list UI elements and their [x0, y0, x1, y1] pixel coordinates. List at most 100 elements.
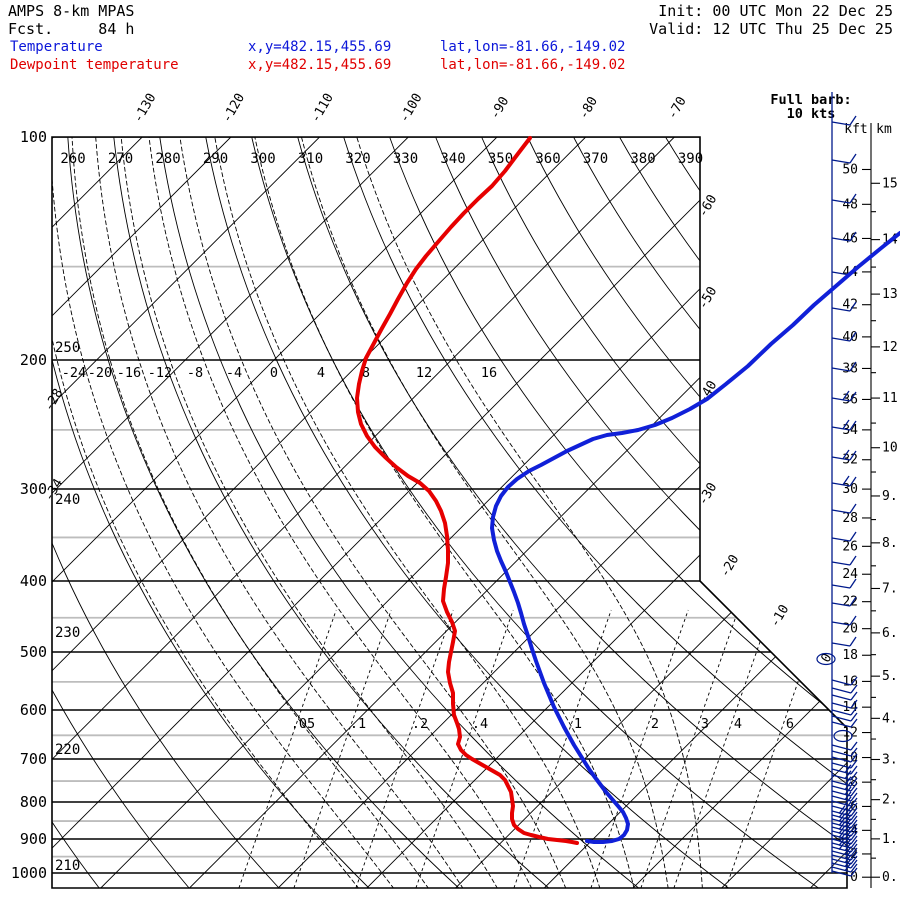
- svg-text:100: 100: [20, 128, 47, 146]
- svg-text:0: 0: [850, 870, 858, 885]
- valid-time: Valid: 12 UTC Thu 25 Dec 25: [649, 20, 893, 38]
- svg-text:800: 800: [20, 793, 47, 811]
- model-title: AMPS 8-km MPAS: [8, 2, 135, 20]
- svg-text:16: 16: [842, 674, 858, 689]
- svg-text:42: 42: [842, 298, 858, 313]
- svg-text:.2: .2: [412, 716, 428, 732]
- svg-text:4.: 4.: [882, 711, 898, 726]
- forecast-hour: Fcst. 84 h: [8, 20, 135, 38]
- svg-text:350: 350: [488, 151, 513, 167]
- svg-text:-10: -10: [768, 602, 793, 630]
- svg-text:20: 20: [842, 622, 858, 637]
- svg-text:-120: -120: [220, 91, 249, 126]
- svg-text:4: 4: [734, 716, 742, 732]
- svg-text:2: 2: [651, 716, 659, 732]
- svg-text:15.: 15.: [882, 176, 900, 191]
- svg-text:kft: kft: [844, 122, 867, 137]
- svg-text:240: 240: [55, 492, 80, 508]
- svg-text:2: 2: [850, 847, 858, 862]
- svg-text:1.: 1.: [882, 832, 898, 847]
- plot-frame: [51, 136, 848, 889]
- svg-text:48: 48: [842, 197, 858, 212]
- svg-text:10.: 10.: [882, 441, 900, 456]
- svg-text:-100: -100: [397, 91, 426, 126]
- svg-text:.05: .05: [291, 716, 315, 732]
- svg-text:600: 600: [20, 701, 47, 719]
- svg-text:4: 4: [317, 365, 325, 381]
- svg-text:24: 24: [842, 567, 858, 582]
- svg-text:3.: 3.: [882, 752, 898, 767]
- svg-text:340: 340: [440, 151, 465, 167]
- svg-text:-80: -80: [576, 94, 601, 122]
- background-grid: [52, 137, 847, 888]
- svg-text:0: 0: [270, 365, 278, 381]
- init-time: Init: 00 UTC Mon 22 Dec 25: [658, 2, 893, 20]
- svg-text:900: 900: [20, 830, 47, 848]
- svg-text:1000: 1000: [11, 864, 47, 882]
- svg-text:-24: -24: [62, 365, 86, 381]
- svg-text:210: 210: [55, 858, 80, 874]
- dewpoint-curve: [355, 136, 579, 845]
- svg-text:9.: 9.: [882, 489, 898, 504]
- svg-text:220: 220: [55, 742, 80, 758]
- svg-text:390: 390: [678, 151, 703, 167]
- svg-text:360: 360: [535, 151, 560, 167]
- svg-text:400: 400: [20, 572, 47, 590]
- svg-text:18: 18: [842, 648, 858, 663]
- svg-text:260: 260: [60, 151, 85, 167]
- svg-text:12.: 12.: [882, 340, 900, 355]
- svg-text:0.: 0.: [882, 870, 898, 885]
- svg-text:11.: 11.: [882, 391, 900, 406]
- svg-text:32: 32: [842, 453, 858, 468]
- svg-text:40: 40: [842, 330, 858, 345]
- svg-text:7.: 7.: [882, 581, 898, 596]
- svg-text:370: 370: [583, 151, 608, 167]
- svg-text:280: 280: [155, 151, 180, 167]
- svg-text:.4: .4: [472, 716, 488, 732]
- svg-text:26: 26: [842, 539, 858, 554]
- legend-dewpoint-label: Dewpoint temperature: [10, 57, 179, 73]
- svg-text:250: 250: [55, 340, 80, 356]
- svg-text:-4: -4: [226, 365, 242, 381]
- svg-text:50: 50: [842, 162, 858, 177]
- svg-text:310: 310: [298, 151, 323, 167]
- barb-legend-title: Full barb:: [770, 92, 852, 108]
- svg-text:8.: 8.: [882, 536, 898, 551]
- svg-text:38: 38: [842, 361, 858, 376]
- legend-dewpoint-xy: x,y=482.15,455.69: [248, 57, 392, 73]
- svg-text:-130: -130: [131, 91, 160, 126]
- svg-text:30: 30: [842, 482, 858, 497]
- temperature-curve: [490, 231, 900, 844]
- svg-text:230: 230: [55, 625, 80, 641]
- svg-text:10: 10: [842, 751, 858, 766]
- svg-text:-20: -20: [718, 552, 743, 580]
- svg-text:5.: 5.: [882, 669, 898, 684]
- svg-text:6: 6: [786, 716, 794, 732]
- svg-text:28: 28: [842, 511, 858, 526]
- svg-text:700: 700: [20, 750, 47, 768]
- svg-text:330: 330: [393, 151, 418, 167]
- svg-text:12: 12: [416, 365, 432, 381]
- svg-text:46: 46: [842, 231, 858, 246]
- svg-text:-20: -20: [88, 365, 112, 381]
- svg-text:300: 300: [20, 480, 47, 498]
- svg-text:500: 500: [20, 643, 47, 661]
- svg-text:2.: 2.: [882, 793, 898, 808]
- svg-text:8: 8: [362, 365, 370, 381]
- svg-text:-70: -70: [665, 94, 690, 122]
- legend-temperature-xy: x,y=482.15,455.69: [248, 39, 392, 55]
- svg-text:300: 300: [250, 151, 275, 167]
- svg-text:-12: -12: [148, 365, 172, 381]
- svg-text:200: 200: [20, 351, 47, 369]
- svg-text:1: 1: [574, 716, 582, 732]
- wind-barbs: [816, 92, 858, 877]
- svg-text:-110: -110: [308, 91, 337, 126]
- svg-text:380: 380: [630, 151, 655, 167]
- svg-text:6.: 6.: [882, 626, 898, 641]
- svg-text:290: 290: [203, 151, 228, 167]
- svg-text:3: 3: [701, 716, 709, 732]
- svg-text:34: 34: [842, 423, 858, 438]
- svg-text:13.: 13.: [882, 287, 900, 302]
